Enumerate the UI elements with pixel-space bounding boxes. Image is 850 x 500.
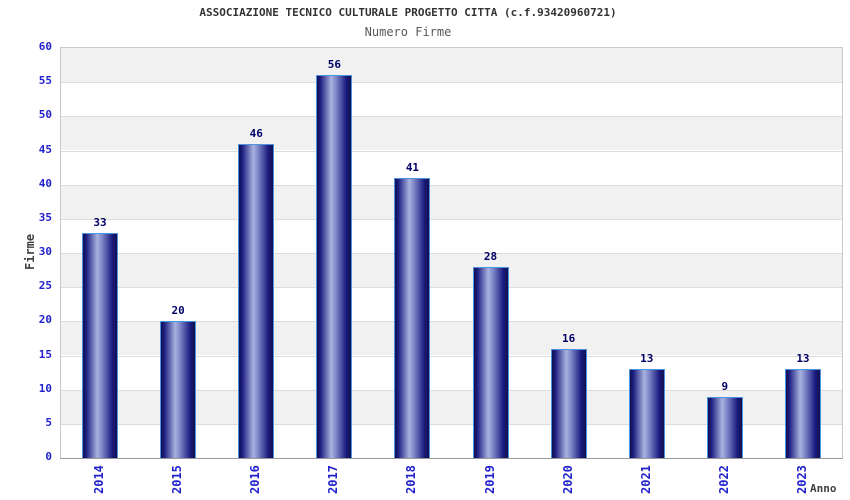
bar-value-label: 20 bbox=[171, 304, 185, 318]
gridline bbox=[61, 82, 842, 84]
gridline bbox=[61, 253, 842, 254]
x-tick-label: 2016 bbox=[248, 465, 263, 494]
bar-value-label: 16 bbox=[562, 331, 576, 345]
plot-band bbox=[61, 82, 842, 117]
bar-value-label: 13 bbox=[640, 352, 654, 366]
plot-band bbox=[61, 116, 842, 151]
y-tick-label: 50 bbox=[38, 108, 52, 122]
bar bbox=[82, 232, 119, 458]
x-tick-label: 2019 bbox=[482, 465, 497, 494]
gridline bbox=[61, 389, 842, 391]
bar-value-label: 13 bbox=[796, 352, 810, 366]
bar-value-label: 28 bbox=[483, 249, 498, 263]
bar-value-label: 9 bbox=[721, 379, 729, 393]
bar bbox=[394, 177, 431, 458]
x-tick-label: 2022 bbox=[716, 465, 731, 494]
x-tick-label: 2017 bbox=[326, 465, 341, 494]
x-tick-label: 2015 bbox=[170, 465, 185, 494]
bar bbox=[238, 143, 275, 458]
gridline bbox=[61, 321, 842, 323]
y-tick-label: 40 bbox=[38, 176, 52, 190]
x-tick-label: 2023 bbox=[794, 465, 809, 494]
x-tick-label: 2014 bbox=[92, 465, 107, 494]
x-tick-label: 2018 bbox=[404, 465, 419, 494]
y-tick-label: 55 bbox=[38, 74, 52, 88]
bar bbox=[160, 321, 197, 458]
bar bbox=[706, 396, 743, 458]
y-tick-label: 30 bbox=[38, 245, 52, 258]
gridline bbox=[61, 184, 842, 186]
bar bbox=[784, 369, 821, 458]
gridline bbox=[61, 355, 842, 357]
gridline bbox=[61, 218, 842, 220]
bar-value-label: 41 bbox=[405, 160, 420, 174]
y-tick-label: 25 bbox=[38, 279, 52, 293]
y-tick-label: 10 bbox=[38, 381, 52, 395]
y-tick-label: 45 bbox=[38, 142, 52, 156]
bar-value-label: 46 bbox=[249, 126, 263, 140]
chart-subtitle: Numero Firme bbox=[364, 25, 452, 39]
y-tick-label: 0 bbox=[45, 450, 52, 463]
bar bbox=[628, 369, 665, 458]
plot-band bbox=[61, 287, 842, 322]
gridline bbox=[61, 287, 842, 289]
plot-band bbox=[61, 253, 842, 288]
x-tick-label: 2021 bbox=[638, 465, 653, 494]
bar bbox=[472, 266, 509, 458]
y-tick-label: 5 bbox=[45, 415, 52, 429]
plot-area: 33 20 46 56 41 28 16 13 9 13 bbox=[60, 47, 843, 459]
bar bbox=[550, 348, 587, 458]
plot-band bbox=[61, 218, 842, 253]
gridline bbox=[61, 150, 842, 152]
x-tick-label: 2020 bbox=[560, 465, 575, 494]
bar bbox=[316, 75, 353, 458]
gridline bbox=[61, 116, 842, 118]
bar-value-label: 33 bbox=[93, 215, 107, 229]
x-axis-title: Anno bbox=[810, 482, 837, 495]
y-tick-label: 20 bbox=[38, 313, 52, 327]
plot-band bbox=[61, 150, 842, 185]
bar-value-label: 56 bbox=[327, 58, 341, 72]
plot-band bbox=[61, 48, 842, 83]
y-tick-label: 60 bbox=[38, 40, 52, 53]
y-tick-label: 35 bbox=[38, 210, 52, 224]
gridline bbox=[61, 423, 842, 425]
y-tick-label: 15 bbox=[38, 347, 52, 361]
chart-title: ASSOCIAZIONE TECNICO CULTURALE PROGETTO … bbox=[199, 6, 617, 19]
plot-band bbox=[61, 184, 842, 219]
